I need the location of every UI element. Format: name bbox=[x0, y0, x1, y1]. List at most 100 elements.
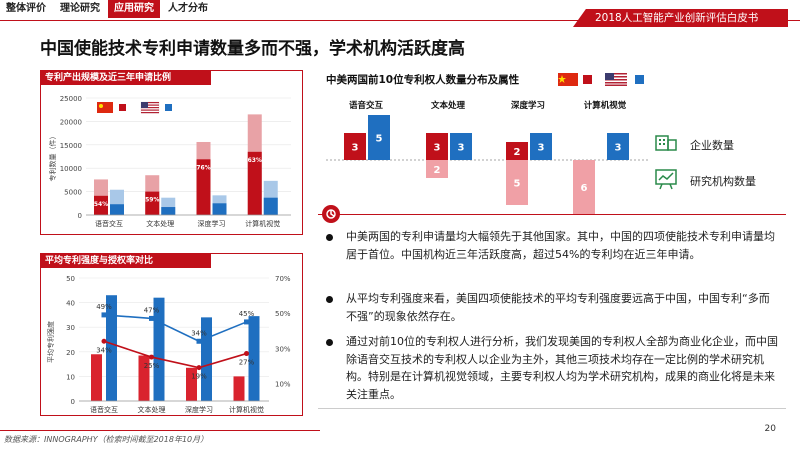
bullet-dot bbox=[326, 339, 333, 346]
china-grant-rate-label: 34% bbox=[96, 346, 112, 354]
x-tick-label: 深度学习 bbox=[198, 219, 226, 228]
china-grant-rate-label: 19% bbox=[191, 373, 207, 381]
patent-strength-panel: 平均专利强度与授权率对比 0 10 20 30 40 50 10% 30% 50% 70% 平均专利… bbox=[40, 253, 303, 416]
china-research-bar bbox=[426, 160, 448, 178]
usa-flag-stripe bbox=[141, 109, 159, 111]
x-tick-label: 计算机视觉 bbox=[229, 405, 264, 414]
usa-flag-canton bbox=[141, 102, 148, 108]
china-recent-bar bbox=[145, 191, 160, 215]
usa-grant-rate-label: 47% bbox=[144, 306, 160, 314]
y-axis-label: 平均专利强度 bbox=[46, 321, 55, 363]
china-enterprise-bar bbox=[426, 133, 448, 160]
tab-overall[interactable]: 整体评价 bbox=[6, 3, 46, 14]
tab-theory[interactable]: 理论研究 bbox=[60, 3, 100, 14]
china-strength-bar bbox=[186, 367, 197, 401]
patent-output-chart: 0 5000 10000 15000 20000 25000 专利数量（件） 54% 语音交互 5… bbox=[48, 95, 291, 228]
usa-legend-square bbox=[635, 75, 644, 84]
usa-recent-bar bbox=[110, 204, 124, 215]
y-tick-label: 30 bbox=[66, 324, 75, 332]
bullet-text: 中美两国的专利申请量均大幅领先于其他国家。其中，中国的四项使能技术专利申请量均居… bbox=[346, 230, 775, 261]
share-label: 63% bbox=[248, 157, 262, 164]
bottom-divider bbox=[318, 408, 786, 409]
china-research-bar bbox=[506, 160, 528, 205]
patent-output-panel: 专利产出规模及近三年申请比例 0 5000 10000 15000 20000 25000… bbox=[40, 70, 303, 235]
category-label: 文本处理 bbox=[431, 100, 466, 111]
y-tick-label: 25000 bbox=[60, 95, 82, 103]
usa-strength-bar bbox=[106, 295, 117, 401]
usa-flag-stripe bbox=[141, 102, 159, 104]
usa-strength-bar bbox=[153, 297, 165, 401]
y-tick-label: 20 bbox=[66, 349, 75, 357]
usa-flag-stripe bbox=[141, 104, 159, 106]
usa-grant-rate-point bbox=[149, 315, 154, 321]
y-axis-label: 专利数量（件） bbox=[48, 133, 57, 182]
china-grant-rate-point bbox=[244, 351, 249, 357]
x-tick-label: 语音交互 bbox=[90, 405, 118, 414]
china-legend-square bbox=[583, 75, 592, 84]
x-tick-label: 文本处理 bbox=[146, 219, 174, 228]
china-recent-bar bbox=[94, 195, 108, 215]
y-tick-label: 50 bbox=[66, 275, 75, 283]
usa-enterprise-bar bbox=[530, 133, 552, 160]
share-label: 59% bbox=[145, 197, 159, 204]
usa-recent-bar bbox=[263, 197, 278, 215]
usa-legend-square bbox=[165, 104, 172, 111]
china-grant-rate-line bbox=[103, 340, 247, 369]
usa-grant-rate-line bbox=[103, 314, 247, 343]
tab-application[interactable]: 应用研究 bbox=[108, 0, 160, 18]
page-number: 20 bbox=[764, 424, 776, 434]
usa-grant-rate-point bbox=[101, 312, 107, 318]
usa-grant-rate-label: 34% bbox=[191, 329, 207, 337]
china-flag-star bbox=[99, 104, 103, 108]
patentee-distribution-chart: 语音交互 3 5 文本处理 3 3 2 深度学习 2 3 5 计算机视觉 3 6 bbox=[326, 100, 648, 214]
nav-underline bbox=[0, 20, 800, 21]
china-flag-icon bbox=[558, 73, 578, 86]
china-grant-rate-label: 27% bbox=[239, 359, 255, 367]
research-institution-icon bbox=[655, 169, 677, 190]
china-enterprise-bar bbox=[506, 142, 528, 160]
category-label: 语音交互 bbox=[349, 100, 384, 111]
china-enterprise-bar bbox=[344, 133, 366, 160]
bullet-point: 从平均专利强度来看，美国四项使能技术的平均专利强度要远高于中国，中国专利“多而不… bbox=[326, 290, 780, 325]
china-flag-bg bbox=[97, 102, 113, 113]
y2-tick-label: 30% bbox=[275, 345, 291, 353]
china-enterprise-value: 3 bbox=[434, 143, 441, 154]
usa-strength-bar bbox=[201, 317, 212, 401]
bullet-point: 中美两国的专利申请量均大幅领先于其他国家。其中，中国的四项使能技术专利申请量均居… bbox=[326, 228, 780, 263]
china-enterprise-value: 3 bbox=[352, 143, 359, 154]
china-research-value: 6 bbox=[581, 183, 588, 194]
tab-talent[interactable]: 人才分布 bbox=[168, 3, 208, 14]
china-recent-bar bbox=[247, 151, 262, 215]
panel-title: 专利产出规模及近三年申请比例 bbox=[41, 71, 211, 85]
y-tick-label: 0 bbox=[78, 212, 82, 220]
china-grant-rate-point bbox=[101, 338, 107, 344]
y-tick-label: 40 bbox=[66, 300, 75, 308]
usa-enterprise-value: 3 bbox=[538, 143, 545, 154]
china-strength-bar bbox=[91, 354, 102, 401]
usa-flag-icon bbox=[605, 73, 627, 86]
x-tick-label: 语音交互 bbox=[95, 219, 123, 228]
y-tick-label: 0 bbox=[71, 398, 75, 406]
panel-title: 平均专利强度与授权率对比 bbox=[41, 254, 211, 268]
research-legend-label: 研究机构数量 bbox=[690, 175, 756, 188]
usa-grant-rate-point bbox=[244, 319, 249, 325]
y-tick-label: 20000 bbox=[60, 118, 82, 126]
usa-enterprise-bar bbox=[607, 133, 629, 160]
category-label: 计算机视觉 bbox=[584, 100, 627, 111]
usa-enterprise-value: 3 bbox=[458, 143, 465, 154]
china-strength-bar bbox=[233, 376, 245, 401]
china-recent-bar bbox=[196, 159, 211, 215]
y-tick-label: 10 bbox=[66, 373, 75, 381]
y-tick-label: 10000 bbox=[60, 165, 82, 173]
y-tick-label: 5000 bbox=[64, 189, 82, 197]
report-logo-icon bbox=[322, 205, 340, 223]
china-flag-icon bbox=[97, 102, 113, 113]
right-chart-title: 中美两国前10位专利权人数量分布及属性 bbox=[326, 74, 520, 86]
enterprise-legend-label: 企业数量 bbox=[690, 139, 734, 152]
usa-enterprise-value: 5 bbox=[376, 134, 383, 145]
usa-grant-rate-point bbox=[196, 338, 202, 344]
y2-tick-label: 50% bbox=[275, 310, 291, 318]
usa-enterprise-value: 3 bbox=[615, 143, 622, 154]
usa-enterprise-bar bbox=[368, 115, 390, 160]
